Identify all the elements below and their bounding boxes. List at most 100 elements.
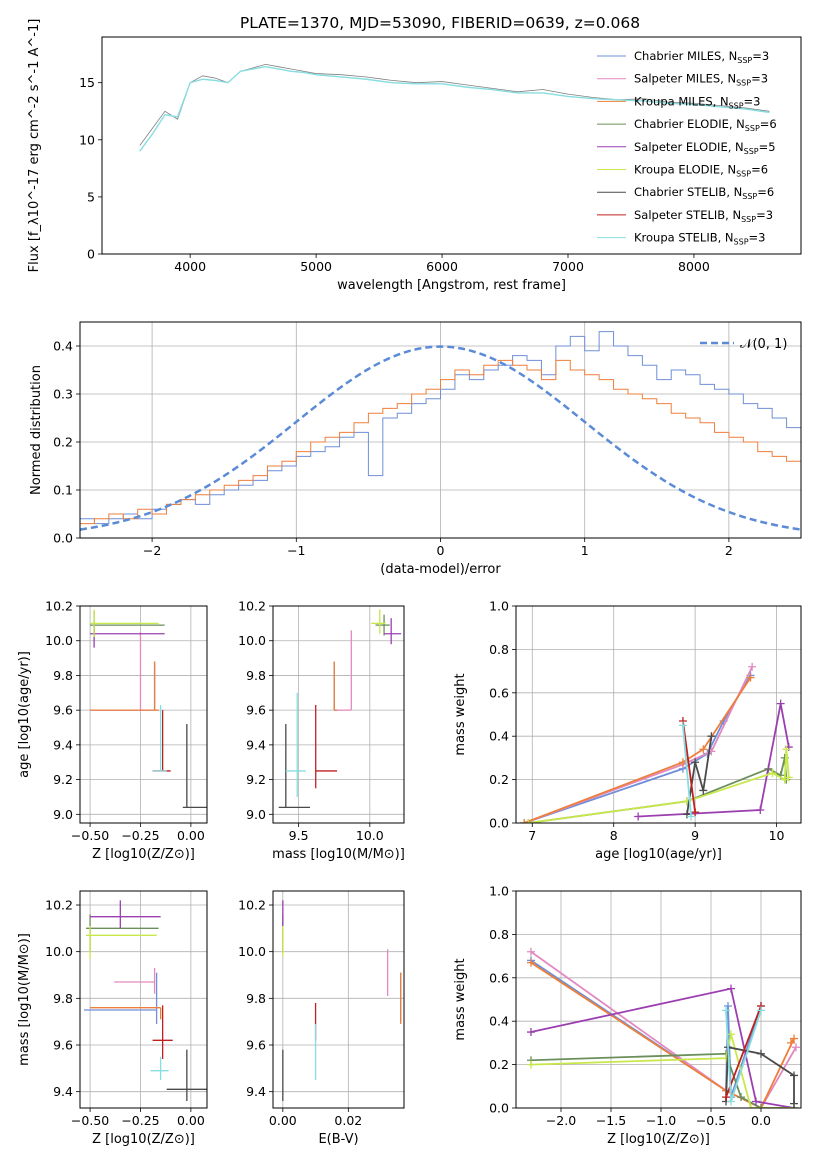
x-axis-label: age [log10(age/yr)] — [595, 847, 722, 862]
series-marker — [747, 1104, 755, 1108]
y-tick-label: 10.0 — [45, 944, 73, 959]
y-axis-label: Flux [f_λ10^-17 erg cm^-2 s^-1 A^-1] — [27, 19, 42, 273]
x-axis-label: Z [log10(Z/Z⊙)] — [607, 1132, 710, 1147]
x-tick-label: 10 — [769, 828, 785, 843]
series-marker — [524, 819, 533, 823]
y-tick-label: 0.4 — [489, 729, 509, 744]
panel-massweight_vs_age: 7 8 9 10 0.0 0.2 0.4 0.6 0.8 1.0 age [log10(age/yr… — [453, 599, 802, 862]
plot-area — [80, 331, 801, 538]
x-tick-label: 1 — [581, 543, 589, 558]
series-marker — [724, 1002, 732, 1011]
series-marker — [748, 662, 757, 671]
x-tick-label: −1 — [287, 543, 305, 558]
panel-mass_vs_EBV: 0.00 0.02 9.4 9.6 9.8 10.0 10.2 E(B-V) — [238, 890, 405, 1147]
plot-area — [90, 609, 207, 809]
y-tick-label: 9.6 — [246, 1038, 266, 1053]
plot-area — [84, 900, 207, 1101]
series-marker — [727, 984, 735, 993]
y-tick-label: 0.3 — [53, 387, 73, 402]
panel-age_vs_mass: 9.5 10.0 9.0 9.2 9.4 9.6 9.8 10.0 10.2 mass [log1… — [238, 599, 405, 863]
series-marker — [776, 699, 785, 708]
series-marker — [527, 947, 535, 956]
legend-label: Salpeter MILES, NSSP=3 — [634, 72, 768, 88]
series-marker — [520, 819, 529, 823]
y-tick-label: 10.0 — [238, 633, 266, 648]
x-tick-label: 0.0 — [751, 1113, 771, 1128]
x-tick-label: −1.5 — [596, 1113, 626, 1128]
x-tick-label: 0.02 — [334, 1113, 362, 1128]
plot-area — [278, 609, 402, 809]
panel-mass_vs_Z: −0.50 −0.25 0.00 9.4 9.6 9.8 10.0 10.2 Z [log10(… — [17, 890, 208, 1147]
y-tick-label: 10.2 — [45, 599, 73, 614]
x-tick-label: −2 — [143, 543, 161, 558]
y-tick-label: 9.6 — [53, 1038, 73, 1053]
panel-spectrum: 4000 5000 6000 7000 8000 0 5 10 15 wavelength [An… — [27, 19, 802, 293]
series-marker — [784, 773, 793, 782]
y-tick-label: 9.4 — [53, 737, 73, 752]
legend-label: Chabrier STELIB, NSSP=6 — [634, 185, 774, 201]
series-marker — [752, 1097, 760, 1106]
y-tick-label: 0.0 — [53, 531, 73, 546]
x-tick-label: 7 — [528, 828, 536, 843]
y-tick-label: 9.4 — [246, 737, 266, 752]
y-tick-label: 0.0 — [489, 816, 509, 831]
axes-frame — [79, 605, 208, 824]
series-marker — [746, 673, 755, 682]
series-marker — [527, 958, 535, 967]
series-marker — [757, 1049, 765, 1058]
x-tick-label: 8 — [610, 828, 618, 843]
series-line — [682, 720, 697, 813]
histogram-step — [80, 331, 801, 538]
series-marker — [792, 1043, 800, 1052]
series-line — [523, 677, 752, 823]
legend-label: Chabrier ELODIE, NSSP=6 — [634, 117, 777, 133]
y-tick-label: 9.4 — [246, 1084, 266, 1099]
y-axis-label: age [log10(age/yr)] — [17, 651, 32, 778]
axes-frame — [79, 321, 802, 539]
x-tick-label: 0.00 — [269, 1113, 297, 1128]
y-axis-label: Normed distribution — [29, 365, 44, 495]
series-line — [528, 749, 790, 823]
series-marker — [707, 732, 716, 741]
y-axis-label: mass weight — [453, 673, 468, 755]
y-tick-label: 0.8 — [489, 927, 509, 942]
y-tick-label: 10 — [79, 132, 95, 147]
series-marker — [790, 1099, 798, 1108]
x-tick-label: −1.0 — [646, 1113, 676, 1128]
series-line — [523, 674, 752, 823]
y-tick-label: 9.6 — [246, 703, 266, 718]
data-spectrum-line — [139, 64, 770, 146]
series-marker — [768, 769, 777, 778]
series-marker — [790, 1034, 798, 1043]
x-axis-label: (data-model)/error — [380, 562, 501, 577]
series-line — [638, 703, 790, 818]
x-tick-label: 4000 — [174, 259, 206, 274]
x-axis-label: E(B-V) — [318, 1132, 358, 1147]
series-marker — [756, 805, 765, 814]
panel-massweight_vs_Z: −2.0 −1.5 −1.0 −0.5 0.0 0.0 0.2 0.4 0.6 0.8 1.0 Z [… — [453, 884, 802, 1147]
panel-age_vs_Z: −0.50 −0.25 0.00 9.0 9.2 9.4 9.6 9.8 10.0 10.2 Z [… — [17, 599, 208, 862]
y-tick-label: 10.2 — [45, 898, 73, 913]
x-axis-label: Z [log10(Z/Z⊙)] — [92, 1132, 195, 1147]
gaussian-curve — [80, 345, 801, 531]
plot-area — [282, 900, 402, 1101]
y-tick-label: 9.4 — [53, 1084, 73, 1099]
series-line — [725, 1005, 762, 1098]
x-axis-label: mass [log10(M/M⊙)] — [272, 847, 405, 862]
series-marker — [780, 775, 789, 784]
plot-area — [520, 662, 793, 823]
y-tick-label: 10.0 — [238, 944, 266, 959]
x-tick-label: 8000 — [678, 259, 710, 274]
y-tick-label: 0.6 — [489, 970, 509, 985]
x-tick-label: −0.25 — [121, 1113, 159, 1128]
series-marker — [722, 1093, 730, 1102]
y-tick-label: 0.2 — [489, 1057, 509, 1072]
x-tick-label: 0 — [437, 543, 445, 558]
plot-area — [139, 64, 770, 152]
y-tick-label: 0.4 — [53, 339, 73, 354]
y-tick-label: 0 — [87, 247, 95, 262]
legend-label: 𝒩(0, 1) — [740, 337, 787, 352]
y-tick-label: 0.2 — [489, 772, 509, 787]
legend-label: Kroupa ELODIE, NSSP=6 — [634, 163, 768, 179]
x-tick-label: −0.5 — [696, 1113, 726, 1128]
